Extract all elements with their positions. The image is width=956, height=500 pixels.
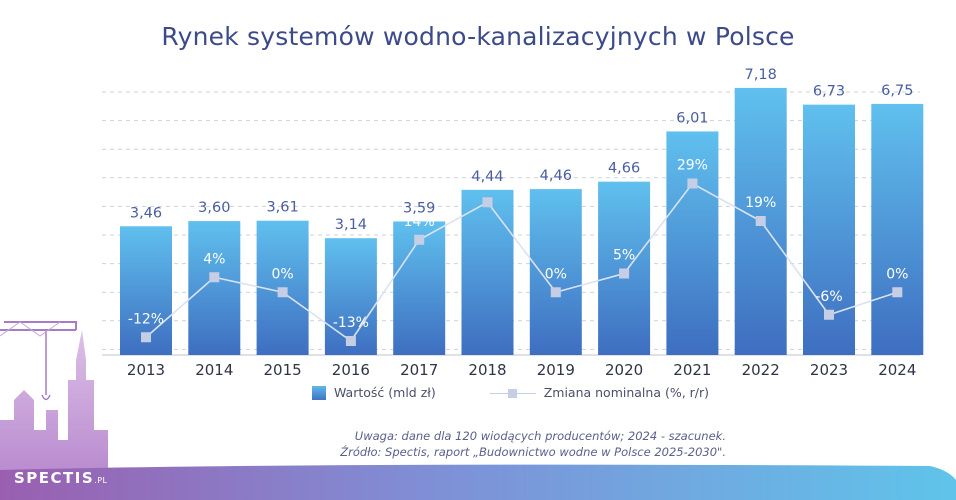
change-point [824,309,834,320]
x-tick-label: 2013 [127,361,165,379]
bar-value-label: 3,61 [266,200,298,216]
change-value-label: -12% [128,311,164,327]
logo-name: SPECTIS [14,469,95,487]
change-value-label: 0% [886,266,908,282]
change-line: -12% 4% 0% -13% 14% 24% 0% 5% 29% 19% -6% 0% [128,158,908,346]
legend-bar-swatch [312,385,326,400]
change-point [619,268,630,279]
bar-value-label: 6,75 [881,83,913,99]
legend-bar-label: Wartość (mld zł) [334,385,436,400]
x-tick-label: 2019 [537,361,575,379]
x-tick-label: 2022 [742,361,780,379]
change-value-label: -13% [333,315,369,331]
change-point [687,178,698,189]
bar-value-label: 6,01 [676,110,708,126]
bar-2016 [324,238,377,355]
x-tick-label: 2020 [605,361,643,379]
change-value-label: 0% [271,266,293,282]
x-tick-label: 2014 [195,361,233,379]
x-tick-label: 2018 [468,361,506,379]
bar-value-label: 4,46 [540,168,572,184]
bottom-band [0,464,956,500]
bar-value-label: 3,60 [198,200,230,216]
change-value-label: 19% [745,195,776,211]
change-point [141,332,151,343]
bar-2024 [871,103,924,356]
change-point [414,234,425,245]
bar-value-label: 3,14 [335,217,367,233]
legend-line-swatch [489,386,536,400]
change-value-label: 29% [677,158,708,174]
change-value-label: 24% [472,176,503,192]
x-tick-label: 2021 [673,361,711,379]
legend-line-label: Zmiana nominalna (%, r/r) [543,385,710,400]
change-point [209,272,220,283]
x-tick-label: 2015 [264,361,302,379]
footnote-line-2: Źródło: Spectis, raport „Budownictwo wod… [340,445,726,459]
bar-2018 [461,189,514,355]
x-tick-label: 2017 [400,361,438,379]
logo-suffix: .PL [94,476,108,485]
spectis-logo: SPECTIS.PL [14,469,108,487]
bars [120,87,924,356]
change-value-label: 4% [203,251,225,267]
change-point [277,287,288,298]
change-value-label: 14% [404,214,435,230]
x-tick-label: 2024 [878,361,916,379]
bar-value-label: 4,44 [471,169,503,185]
change-polyline [145,182,898,343]
x-tick-label: 2023 [810,361,848,379]
chart-title: Rynek systemów wodno-kanalizacyjnych w P… [161,22,795,51]
legend: Wartość (mld zł) Zmiana nominalna (%, r/… [312,385,709,400]
x-tick-label: 2016 [332,361,370,379]
bar-value-label: 6,73 [813,84,845,100]
change-point [550,287,561,298]
bar-value-label: 3,46 [130,205,162,221]
data-labels: 3,46 3,60 3,61 3,14 3,59 4,44 4,46 4,66 6,01 7,18… [130,67,914,233]
bar-2021 [666,131,719,355]
footnote-line-1: Uwaga: dane dla 120 wiodących producentó… [354,429,726,443]
change-point [345,336,356,346]
change-value-label: -6% [815,289,842,305]
change-value-label: 0% [545,266,567,282]
footnote: Uwaga: dane dla 120 wiodących producentó… [340,428,726,460]
bar-value-label: 7,18 [745,67,777,83]
change-value-label: 5% [613,248,635,264]
skyline-decoration [0,321,140,500]
change-point [482,197,493,208]
bar-2019 [529,189,582,355]
change-point [892,287,903,298]
bar-2020 [598,181,651,355]
change-point [755,216,766,226]
bar-value-label: 4,66 [608,161,640,177]
bar-value-label: 3,59 [403,200,435,216]
x-tick-labels: 2013 2014 2015 2016 2017 2018 2019 2020 2021 2022… [127,361,916,379]
bar-2014 [188,221,241,355]
